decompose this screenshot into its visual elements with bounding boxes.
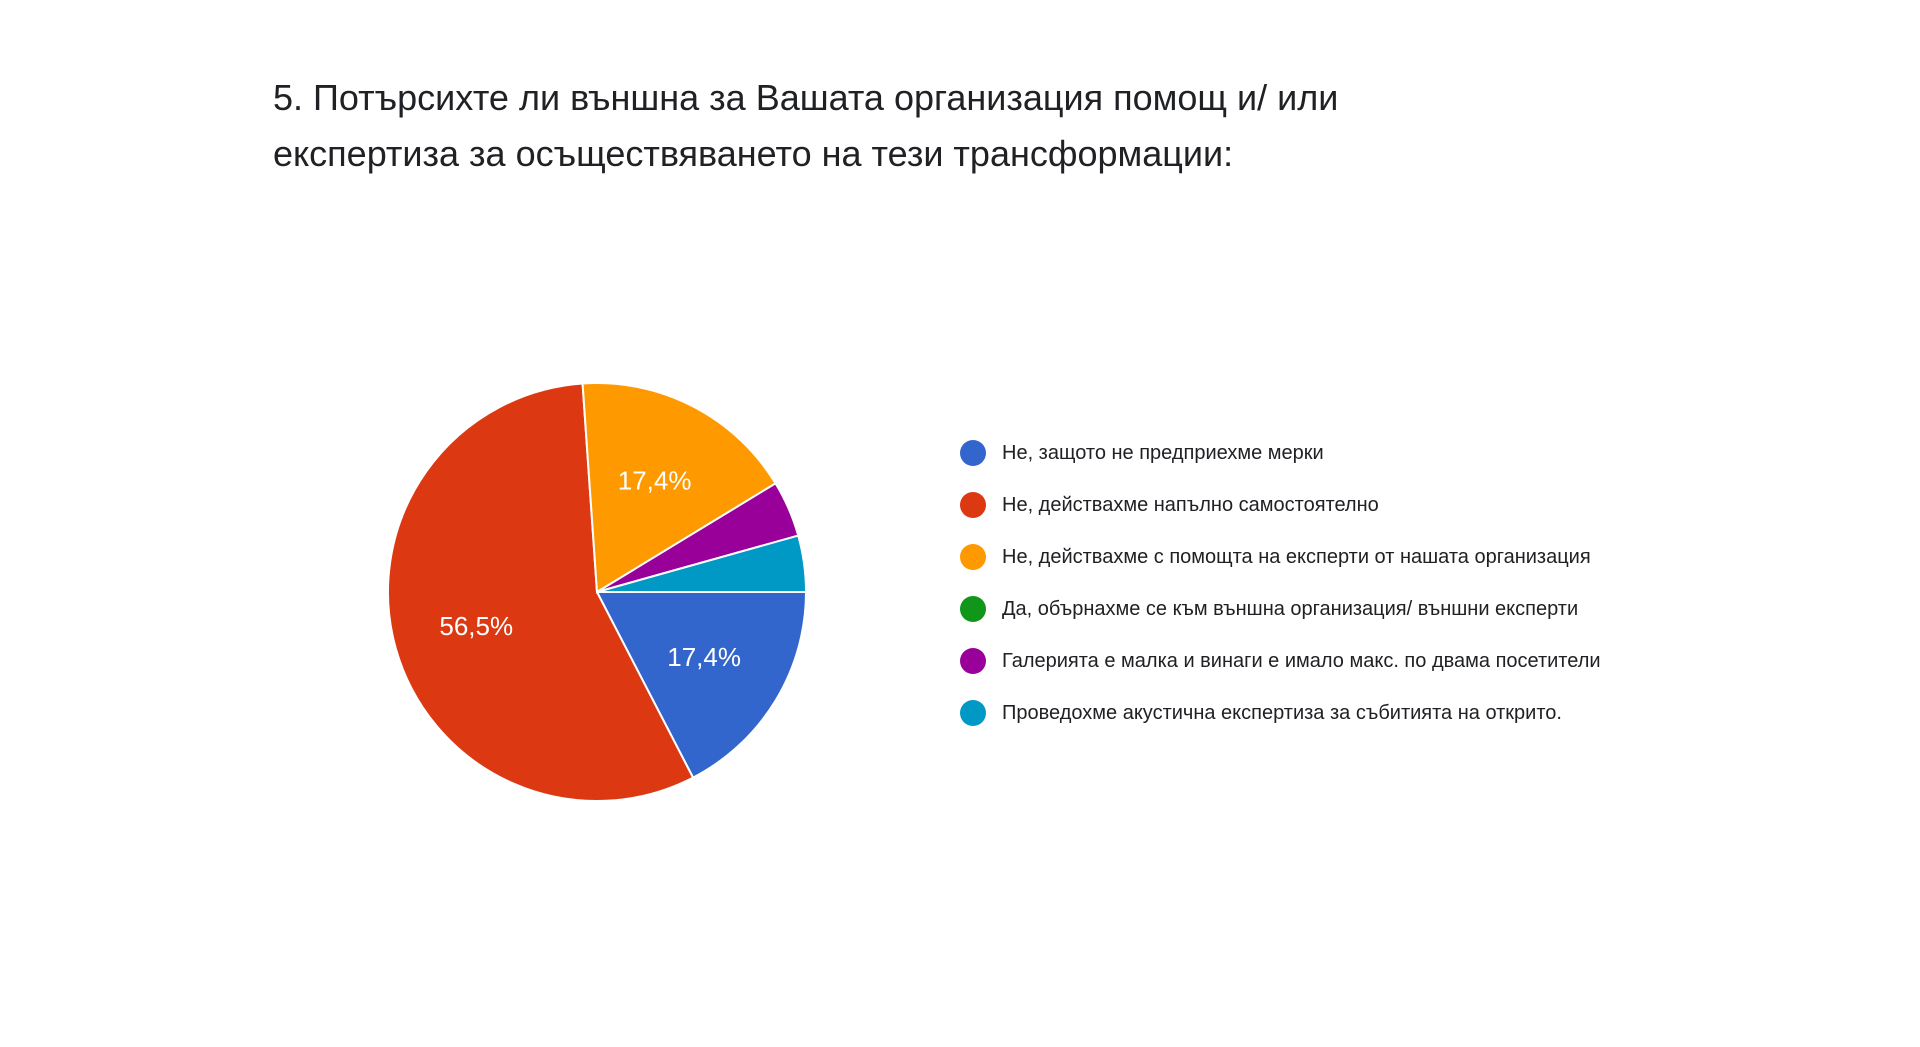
pie-slice[interactable] [596,534,808,593]
chart-legend: Не, защото не предприехме мерки Не, дейс… [960,427,1601,739]
legend-swatch-icon [960,700,986,726]
chart-title: 5. Потърсихте ли външна за Вашата органи… [273,70,1573,182]
legend-label: Не, действахме с помощта на експерти от … [1002,545,1591,568]
legend-swatch-icon [960,440,986,466]
legend-swatch-icon [960,596,986,622]
chart-title-line-1: 5. Потърсихте ли външна за Вашата органи… [273,77,1339,118]
slice-label: 56,5% [439,611,513,641]
legend-label: Да, обърнахме се към външна организация/… [1002,597,1579,620]
pie-slice[interactable] [595,591,808,779]
pie-slice[interactable] [581,382,777,594]
legend-item[interactable]: Не, действахме с помощта на експерти от … [960,531,1601,583]
legend-label: Галерията е малка и винаги е имало макс.… [1002,649,1601,672]
legend-label: Не, защото не предприехме мерки [1002,441,1324,464]
legend-item[interactable]: Не, действахме напълно самостоятелно [960,479,1601,531]
legend-swatch-icon [960,648,986,674]
chart-title-line-2: експертиза за осъществяването на тези тр… [273,133,1234,174]
legend-swatch-icon [960,544,986,570]
legend-label: Не, действахме напълно самостоятелно [1002,493,1379,516]
legend-item[interactable]: Проведохме акустична експертиза за събит… [960,687,1601,739]
legend-label: Проведохме акустична експертиза за събит… [1002,701,1562,724]
legend-item[interactable]: Да, обърнахме се към външна организация/… [960,583,1601,635]
slice-label: 17,4% [618,466,692,496]
legend-swatch-icon [960,492,986,518]
legend-item[interactable]: Не, защото не предприехме мерки [960,427,1601,479]
legend-item[interactable]: Галерията е малка и винаги е имало макс.… [960,635,1601,687]
pie-slice[interactable] [387,382,695,802]
slice-label: 17,4% [667,642,741,672]
